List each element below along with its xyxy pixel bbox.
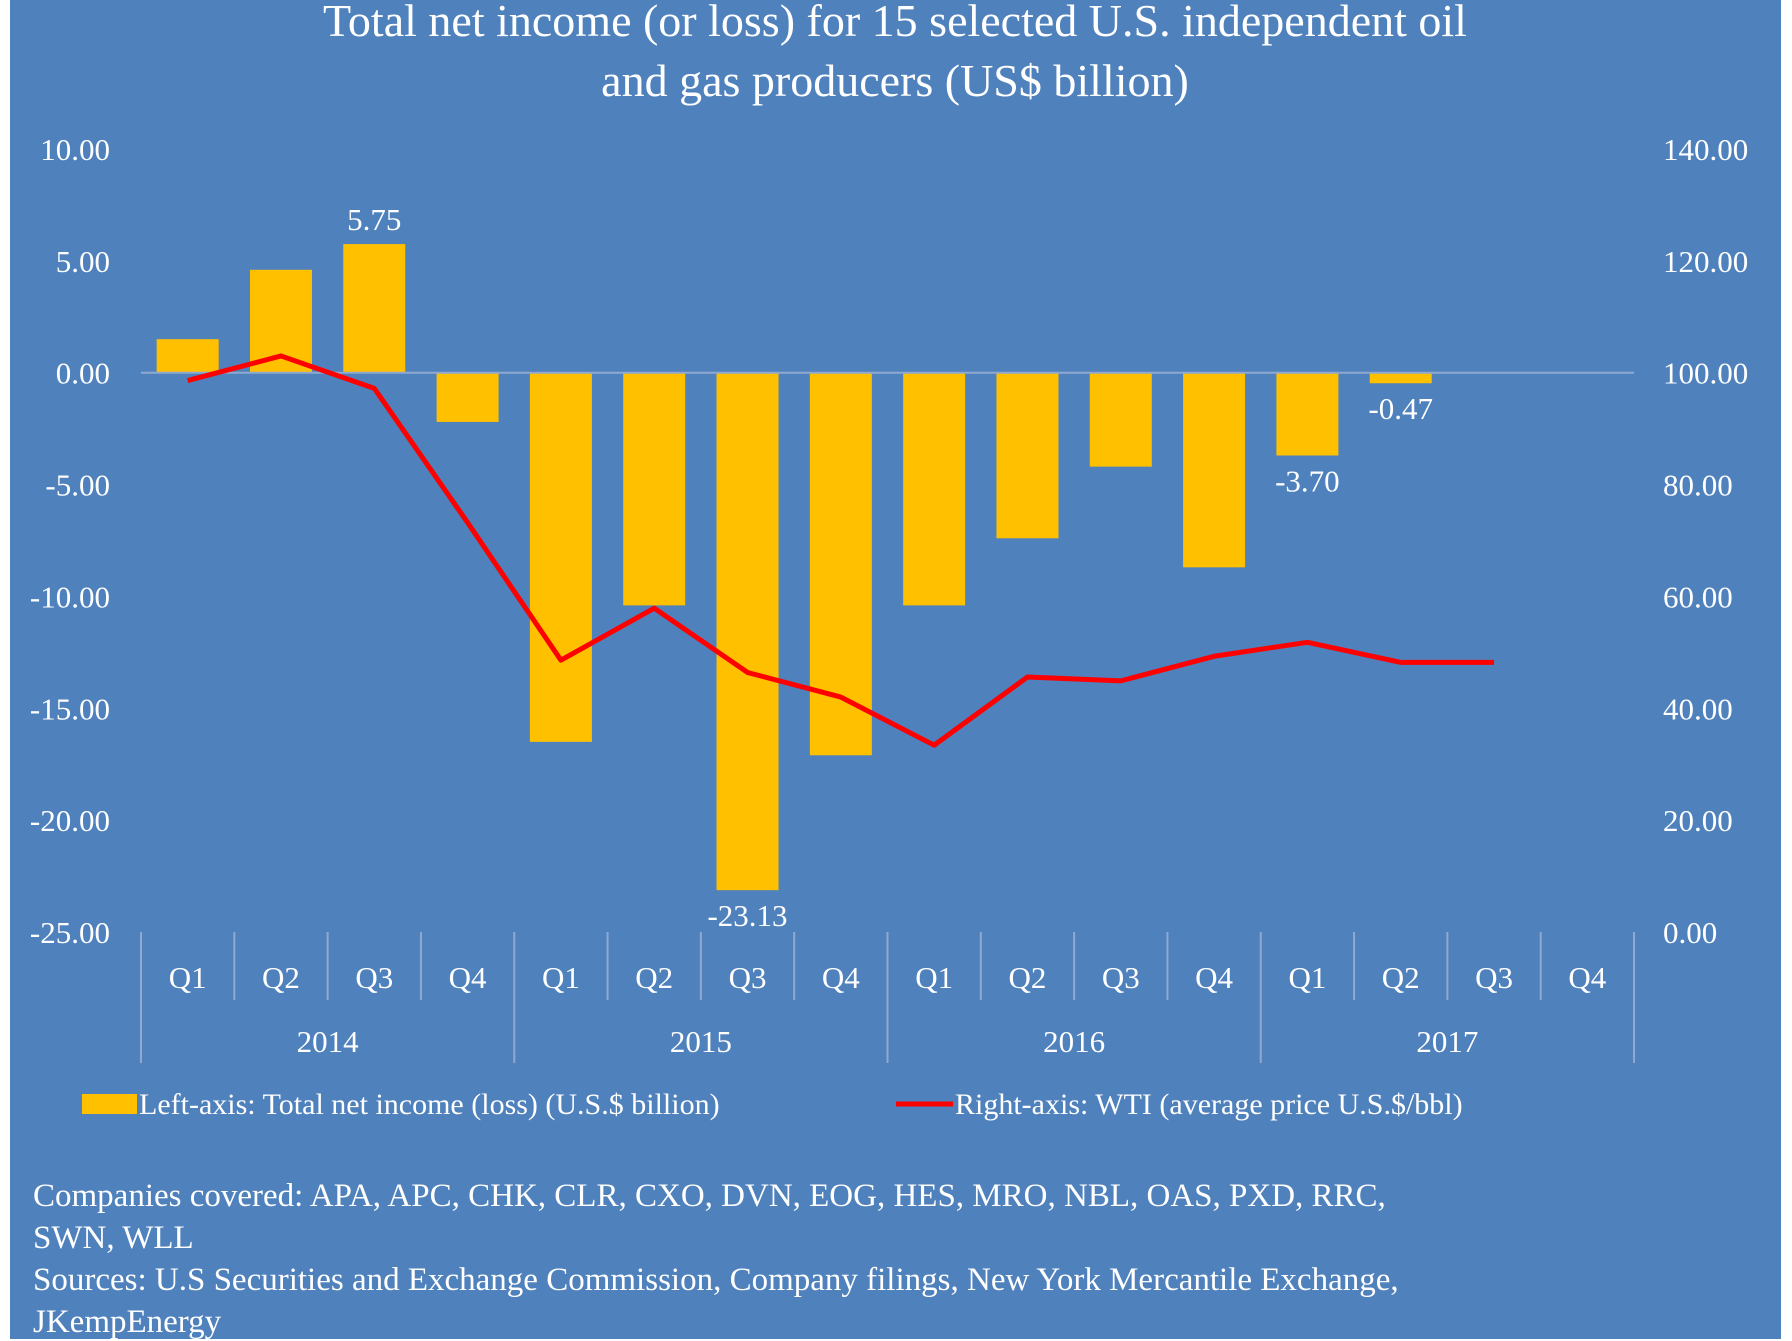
chart-title-line-1: Total net income (or loss) for 15 select… — [323, 0, 1467, 46]
quarter-label: Q2 — [1382, 960, 1420, 995]
quarter-label: Q1 — [542, 960, 580, 995]
quarter-label: Q1 — [1288, 960, 1326, 995]
left-axis-tick-label: 0.00 — [56, 356, 110, 391]
income-bar — [716, 372, 779, 891]
year-label: 2017 — [1416, 1024, 1478, 1059]
income-bar — [1276, 372, 1339, 456]
data-label: -0.47 — [1368, 391, 1433, 426]
income-bar — [529, 372, 592, 742]
right-axis-tick-label: 100.00 — [1663, 356, 1748, 391]
income-bar — [1369, 372, 1432, 384]
right-axis-tick-label: 40.00 — [1663, 691, 1733, 726]
right-axis-tick-label: 140.00 — [1663, 132, 1748, 167]
quarter-label: Q4 — [1568, 960, 1606, 995]
income-bar — [903, 372, 966, 606]
data-label: -23.13 — [707, 898, 787, 933]
quarter-label: Q2 — [262, 960, 300, 995]
quarter-label: Q1 — [169, 960, 207, 995]
income-bar — [156, 339, 219, 373]
income-bar — [436, 372, 499, 422]
right-axis-tick-label: 0.00 — [1663, 915, 1717, 950]
quarter-label: Q3 — [1475, 960, 1513, 995]
left-axis-tick-label: -5.00 — [45, 468, 110, 503]
right-axis-tick-label: 60.00 — [1663, 579, 1733, 614]
income-bar — [1183, 372, 1246, 568]
quarter-label: Q1 — [915, 960, 953, 995]
year-label: 2014 — [297, 1024, 360, 1059]
data-label: 5.75 — [347, 202, 401, 237]
quarter-label: Q3 — [355, 960, 393, 995]
right-axis-tick-label: 80.00 — [1663, 468, 1733, 503]
footnote-sources: Sources: U.S Securities and Exchange Com… — [33, 1262, 1399, 1298]
footnote-sources-cont: JKempEnergy — [33, 1304, 222, 1340]
right-axis-tick-label: 120.00 — [1663, 244, 1748, 279]
quarter-label: Q4 — [822, 960, 860, 995]
footnote-companies-cont: SWN, WLL — [33, 1220, 194, 1256]
left-axis-tick-label: -10.00 — [30, 579, 110, 614]
wti-line — [187, 353, 1495, 748]
legend-bar-label: Left-axis: Total net income (loss) (U.S.… — [139, 1088, 720, 1121]
left-axis-tick-label: 5.00 — [56, 244, 110, 279]
left-axis-tick-label: 10.00 — [40, 132, 110, 167]
right-axis-tick-label: 20.00 — [1663, 803, 1733, 838]
chart-title-line-2: and gas producers (US$ billion) — [601, 55, 1189, 106]
income-bar — [623, 372, 686, 606]
quarter-label: Q3 — [729, 960, 767, 995]
income-bar — [996, 372, 1059, 539]
year-label: 2016 — [1043, 1024, 1105, 1059]
chart-panel — [10, 0, 1781, 1339]
left-axis-tick-label: -25.00 — [30, 915, 110, 950]
quarter-label: Q3 — [1102, 960, 1140, 995]
income-bar — [1089, 372, 1152, 467]
quarter-label: Q2 — [1009, 960, 1047, 995]
footnote-companies: Companies covered: APA, APC, CHK, CLR, C… — [33, 1178, 1386, 1214]
legend-line-label: Right-axis: WTI (average price U.S.$/bbl… — [955, 1088, 1463, 1121]
left-axis-tick-label: -15.00 — [30, 691, 110, 726]
legend-bar-swatch — [82, 1094, 137, 1114]
quarter-label: Q4 — [449, 960, 487, 995]
year-label: 2015 — [670, 1024, 732, 1059]
income-bar — [343, 244, 406, 373]
left-axis-tick-label: -20.00 — [30, 803, 110, 838]
data-label: -3.70 — [1275, 463, 1340, 498]
quarter-label: Q4 — [1195, 960, 1233, 995]
quarter-label: Q2 — [635, 960, 673, 995]
